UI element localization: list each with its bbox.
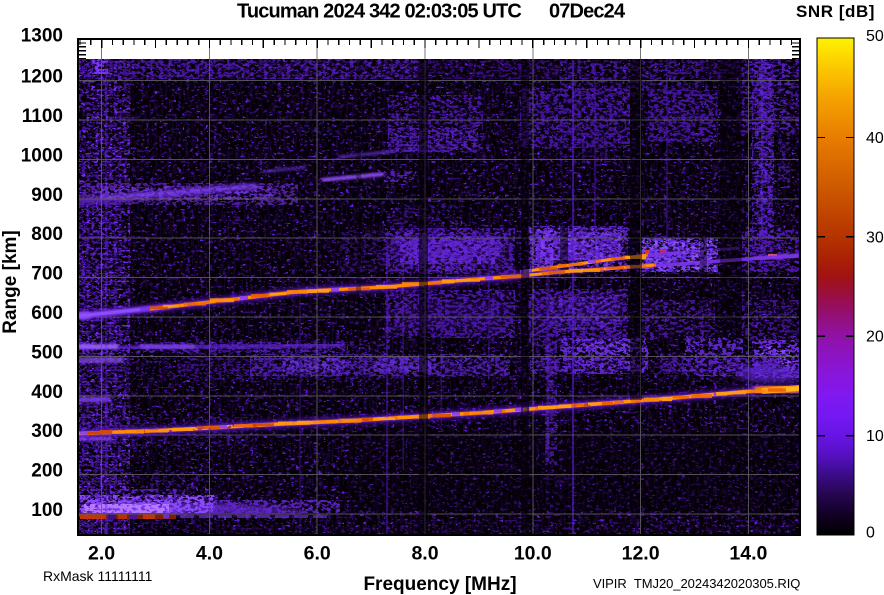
svg-text:900: 900: [31, 185, 63, 206]
svg-text:SNR [dB]: SNR [dB]: [796, 2, 875, 21]
svg-text:20: 20: [866, 329, 884, 346]
svg-text:Frequency [MHz]: Frequency [MHz]: [363, 574, 516, 595]
svg-text:1300: 1300: [21, 26, 63, 47]
svg-text:6.0: 6.0: [304, 543, 331, 565]
svg-text:800: 800: [31, 224, 63, 245]
svg-text:10: 10: [866, 428, 884, 445]
svg-text:Range [km]: Range [km]: [0, 230, 21, 333]
svg-text:100: 100: [31, 500, 63, 521]
svg-text:1000: 1000: [21, 145, 63, 166]
svg-text:0: 0: [866, 525, 875, 542]
svg-text:200: 200: [31, 461, 63, 482]
svg-text:50: 50: [866, 28, 884, 45]
svg-text:4.0: 4.0: [196, 543, 223, 565]
svg-text:RxMask 11111111: RxMask 11111111: [43, 568, 153, 584]
svg-text:8.0: 8.0: [411, 543, 438, 565]
svg-text:2.0: 2.0: [88, 543, 115, 565]
svg-text:300: 300: [31, 421, 63, 442]
svg-text:700: 700: [31, 264, 63, 285]
svg-text:40: 40: [866, 130, 884, 147]
svg-text:600: 600: [31, 303, 63, 324]
svg-text:Tucuman 2024 342 02:03:05 UTC: Tucuman 2024 342 02:03:05 UTC: [237, 1, 521, 23]
svg-text:VIPIR TMJ20_2024342020305.RIQ: VIPIR TMJ20_2024342020305.RIQ: [593, 576, 800, 591]
svg-text:400: 400: [31, 382, 63, 403]
svg-text:12.0: 12.0: [622, 543, 660, 565]
svg-text:1200: 1200: [21, 67, 63, 88]
svg-text:10.0: 10.0: [514, 543, 552, 565]
svg-text:30: 30: [866, 229, 884, 246]
svg-text:1100: 1100: [22, 106, 63, 127]
svg-text:500: 500: [31, 342, 63, 363]
svg-text:14.0: 14.0: [729, 543, 767, 565]
svg-text:07Dec24: 07Dec24: [549, 1, 626, 23]
